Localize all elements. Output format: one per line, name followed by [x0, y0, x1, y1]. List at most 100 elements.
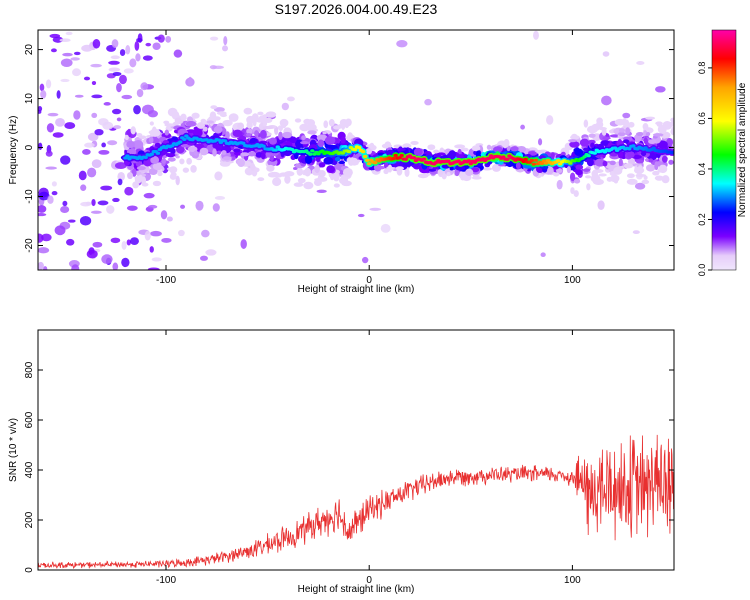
spectrogram-cell: [410, 140, 419, 146]
spectrogram-cell: [278, 131, 283, 141]
spectrogram-cell: [591, 170, 599, 178]
spectrogram-cell: [92, 241, 103, 248]
spectrogram-cell: [38, 106, 43, 112]
spectrogram-cell: [129, 58, 137, 68]
spectrogram-cell: [337, 124, 343, 129]
ridge-core: [308, 152, 313, 156]
spectrogram-cell: [300, 141, 309, 145]
spectrogram-cell: [91, 94, 103, 99]
spectrogram-cell: [65, 31, 73, 36]
spectrogram-cell: [327, 144, 338, 149]
ridge-core: [397, 156, 402, 160]
spectrogram-cell: [655, 86, 666, 93]
spectrogram-cell: [151, 257, 162, 262]
spectrogram-cell: [90, 63, 102, 68]
snr-background: [38, 330, 674, 570]
spectrogram-cell: [64, 122, 76, 129]
spectrogram-cell: [645, 132, 651, 137]
spectrogram-cell: [133, 140, 144, 149]
spectrogram-cell: [602, 160, 608, 167]
spectrogram-cell: [115, 162, 127, 170]
spectrogram-cell: [123, 68, 134, 74]
spectrogram-cell: [52, 36, 64, 43]
ridge-core: [273, 148, 278, 152]
spectrogram-cell: [113, 125, 121, 130]
spectrogram-cell: [237, 122, 245, 130]
spectrogram-cell: [340, 136, 346, 144]
spectrogram-cell: [661, 175, 670, 184]
spectrogram-cell: [317, 139, 325, 148]
spectrogram-cell: [199, 147, 209, 156]
spectrogram-cell: [622, 112, 631, 119]
spectrogram-cell: [232, 129, 243, 138]
ridge-core: [671, 150, 674, 154]
spectrogram-cell: [623, 163, 634, 169]
spectrogram-cell: [648, 139, 657, 145]
spectrogram-cell: [91, 80, 97, 86]
spectrogram-cell: [537, 138, 543, 146]
spectrogram-cell: [625, 127, 631, 135]
spectrogram-cell: [79, 215, 92, 226]
spectrogram-cell: [493, 146, 503, 153]
spectrogram-cell: [62, 200, 68, 207]
spectrogram-cell: [590, 142, 595, 148]
spectrogram-cell: [38, 142, 43, 151]
spectrogram-cell: [175, 155, 180, 159]
spectrogram-cell: [369, 207, 382, 211]
spectrogram-cell: [533, 30, 539, 40]
spectrogram-cell: [338, 160, 346, 165]
spectrogram-cell: [136, 133, 143, 137]
spectrogram-cell: [80, 184, 87, 191]
spectrogram-cell: [635, 159, 644, 164]
spectrogram-cell: [432, 166, 439, 170]
snr-x-label: Height of straight line (km): [298, 584, 415, 595]
spectrogram-cell: [121, 94, 133, 100]
spectrogram-cell: [279, 118, 289, 127]
spectrogram-cell: [60, 205, 70, 213]
spectrogram-cell: [437, 169, 444, 176]
spectrogram-cell: [72, 68, 81, 77]
spectrogram-cell: [201, 229, 210, 238]
ridge-core: [411, 156, 417, 160]
spectrogram-cell: [126, 239, 131, 246]
spectrogram-cell: [316, 189, 327, 194]
spectrogram-cell: [482, 167, 493, 171]
spectrogram-cell: [636, 132, 645, 137]
snr-x-ticks: -100 0 100: [156, 330, 581, 586]
spectrogram-cell: [510, 146, 519, 152]
spectrogram-cell: [316, 134, 328, 142]
spectrogram-cell: [314, 178, 325, 182]
ridge-core: [356, 146, 362, 150]
spectrogram-cell: [134, 40, 140, 51]
x-tick-label: 0: [366, 275, 372, 286]
spectrogram-cell: [365, 147, 372, 155]
spectrogram-cell: [633, 166, 645, 174]
spectrogram-cell: [47, 195, 54, 204]
y-tick-label: 800: [24, 361, 35, 378]
snr-series-line: [38, 434, 674, 570]
spectrogram-cell: [149, 121, 154, 126]
spectrogram-cell: [433, 149, 440, 154]
spectrogram-cell: [671, 126, 674, 132]
spectrogram-cell: [38, 212, 47, 217]
spectrogram-cell: [112, 262, 119, 270]
spectrogram-cell: [59, 38, 71, 42]
ridge-core: [125, 154, 130, 158]
spectrogram-cell: [347, 132, 353, 139]
ridge-core: [555, 159, 561, 163]
ridge-core: [216, 138, 222, 142]
spectrogram-cell: [297, 177, 306, 184]
spectrogram-cell: [599, 126, 607, 131]
spectrogram-cell: [186, 157, 193, 165]
spectrogram-cell: [110, 55, 120, 60]
spectrogram-cell: [304, 167, 311, 177]
spectrogram-cell: [190, 164, 197, 173]
ridge-core: [505, 157, 510, 161]
spectrogram-cell: [260, 152, 266, 160]
snr-frame: [37, 329, 675, 571]
spectrogram-cell: [80, 201, 92, 207]
spectrogram-cell: [82, 148, 91, 155]
spectrogram-cell: [50, 48, 57, 53]
spectrogram-cell: [645, 116, 656, 120]
spectrogram-cell: [130, 126, 136, 135]
